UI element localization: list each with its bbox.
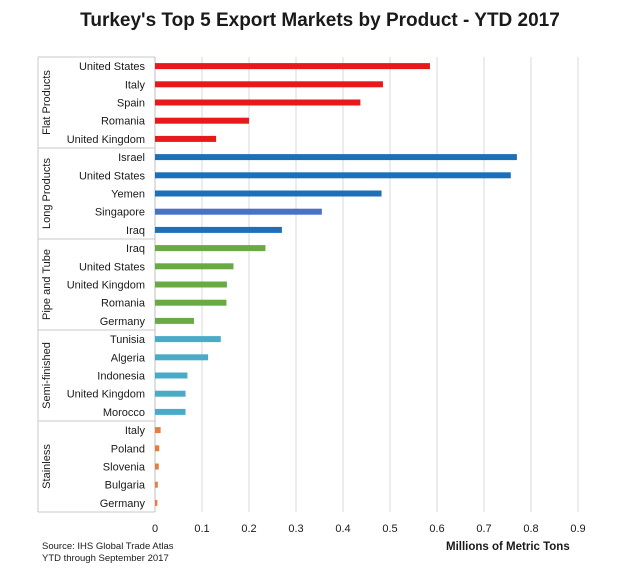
category-label: Israel: [118, 152, 145, 164]
category-label: United States: [79, 170, 146, 182]
bar: [155, 245, 266, 252]
category-label: Tunisia: [110, 334, 146, 346]
x-tick-label: 0: [152, 523, 158, 535]
category-label: United Kingdom: [67, 389, 145, 401]
group-label: Semi-finished: [41, 342, 53, 409]
x-axis-ticks: 0 0.1 0.2 0.3 0.4 0.5 0.6 0.7 0.8 0.9: [152, 523, 586, 535]
category-label: Romania: [101, 116, 146, 128]
bar: [155, 372, 188, 379]
x-tick-label: 0.9: [570, 523, 585, 535]
bar: [155, 445, 160, 452]
group-label: Long Products: [41, 158, 53, 229]
bar: [155, 463, 159, 470]
bar: [155, 317, 195, 324]
x-tick-label: 0.6: [429, 523, 444, 535]
category-label: United Kingdom: [67, 134, 145, 146]
category-label: Italy: [125, 425, 146, 437]
x-tick-label: 0.2: [241, 523, 256, 535]
bars: [155, 63, 517, 506]
category-label: Spain: [117, 98, 145, 110]
category-label: United Kingdom: [67, 280, 145, 292]
bar: [155, 263, 234, 270]
bar: [155, 226, 282, 233]
category-label: Slovenia: [103, 462, 146, 474]
bar: [155, 499, 158, 506]
bar: [155, 408, 186, 415]
bar: [155, 336, 221, 343]
category-label: Yemen: [111, 189, 145, 201]
group-label: Flat Products: [41, 70, 53, 135]
category-label: Iraq: [126, 225, 145, 237]
x-tick-label: 0.8: [523, 523, 538, 535]
x-tick-label: 0.7: [476, 523, 491, 535]
x-tick-label: 0.3: [288, 523, 303, 535]
bar: [155, 99, 361, 106]
bar: [155, 427, 161, 434]
source-line-1: Source: IHS Global Trade Atlas: [42, 541, 174, 552]
category-label: Algeria: [111, 352, 146, 364]
category-label: Morocco: [103, 407, 145, 419]
source-note: Source: IHS Global Trade Atlas YTD throu…: [42, 541, 173, 565]
category-label: Italy: [125, 79, 146, 91]
category-label: Romania: [101, 298, 146, 310]
bar: [155, 81, 383, 88]
category-label: United States: [79, 61, 146, 73]
category-label: Germany: [100, 316, 146, 328]
category-label: Singapore: [95, 207, 145, 219]
bar: [155, 208, 322, 215]
bar: [155, 63, 430, 70]
x-axis-title: Millions of Metric Tons: [446, 541, 570, 553]
bar: [155, 481, 158, 488]
category-label: Germany: [100, 498, 146, 510]
bar: [155, 281, 227, 288]
source-line-2: YTD through September 2017: [42, 553, 169, 564]
bar: [155, 117, 249, 124]
category-label: Indonesia: [97, 371, 146, 383]
category-label: Poland: [111, 443, 145, 455]
bar: [155, 154, 517, 161]
bar: [155, 354, 209, 361]
bar: [155, 390, 186, 397]
group-label: Pipe and Tube: [41, 249, 53, 320]
category-label: Bulgaria: [105, 480, 146, 492]
category-label: United States: [79, 261, 146, 273]
x-tick-label: 0.5: [382, 523, 397, 535]
x-tick-label: 0.1: [194, 523, 209, 535]
x-tick-label: 0.4: [335, 523, 350, 535]
category-label: Iraq: [126, 243, 145, 255]
category-labels: Flat Products United States Italy Spain Roma…: [41, 61, 146, 510]
chart-title: Turkey's Top 5 Export Markets by Product…: [80, 10, 560, 31]
bar: [155, 190, 382, 197]
bar: [155, 172, 511, 179]
group-label: Stainless: [41, 444, 53, 489]
bar: [155, 299, 227, 306]
bar: [155, 135, 217, 142]
